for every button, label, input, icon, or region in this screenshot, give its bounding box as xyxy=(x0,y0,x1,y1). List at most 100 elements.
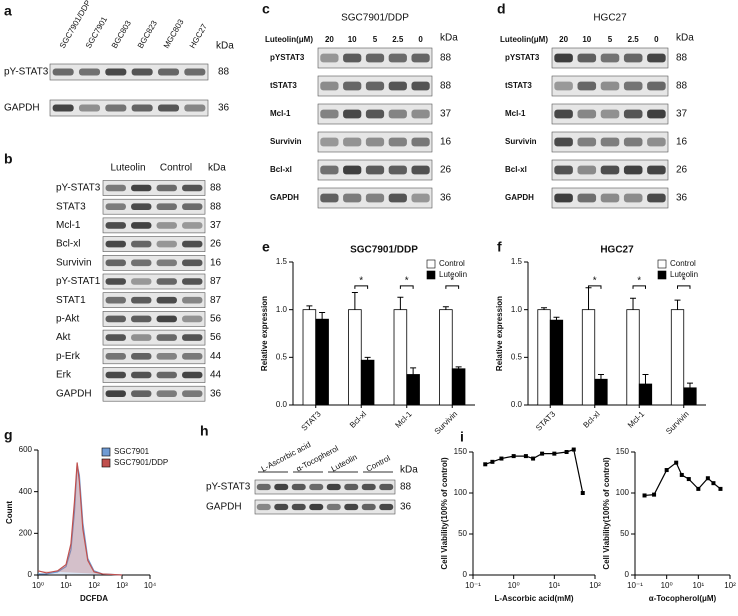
panel-letter: h xyxy=(200,423,209,439)
kda-value: 88 xyxy=(676,53,688,64)
x-tick-label: STAT3 xyxy=(300,409,324,433)
blot-band xyxy=(554,81,573,91)
kda-value: 44 xyxy=(210,351,222,362)
blot-row-label: GAPDH xyxy=(4,103,40,114)
blot-band xyxy=(156,390,177,397)
y-tick-label: 0.0 xyxy=(276,400,288,409)
blot-band xyxy=(131,203,152,210)
blot-band xyxy=(365,165,385,175)
blot-band xyxy=(411,165,430,175)
error-bar xyxy=(553,316,560,321)
bar xyxy=(302,309,317,406)
legend-swatch xyxy=(657,259,667,269)
dose-value: 20 xyxy=(325,35,334,44)
blot-row-label: pY-STAT3 xyxy=(206,482,251,493)
blot-band xyxy=(156,315,177,323)
y-tick-label: 50 xyxy=(620,529,629,538)
blot-row-label: Survivin xyxy=(270,137,302,146)
y-axis-label: Relative expression xyxy=(495,296,504,371)
blot-band xyxy=(131,353,152,360)
blot-band xyxy=(182,203,203,210)
blot-band xyxy=(647,53,666,63)
marker xyxy=(531,456,536,461)
kda-value: 36 xyxy=(218,103,230,114)
blot-band xyxy=(131,296,152,304)
blot-band xyxy=(320,193,339,203)
error-bar xyxy=(642,373,649,385)
group-label: Luteolin xyxy=(330,453,359,474)
blot-band xyxy=(105,68,127,76)
y-tick-label: 100 xyxy=(454,488,468,497)
blot-row-label: Bcl-xl xyxy=(56,239,80,250)
blot-band xyxy=(78,104,101,112)
blot-band xyxy=(105,240,126,248)
significance-mark: * xyxy=(682,275,686,286)
y-axis-label: Cell Viability(100% of control) xyxy=(440,457,449,570)
bar xyxy=(348,309,362,406)
blot-row-label: Mcl-1 xyxy=(270,109,291,118)
legend-swatch xyxy=(101,447,111,457)
panel-letter: i xyxy=(460,429,464,445)
significance-bracket xyxy=(445,285,460,289)
blot-band xyxy=(320,53,339,63)
blot-strip xyxy=(102,329,206,346)
blot-strip xyxy=(102,217,206,234)
marker xyxy=(718,486,723,491)
blot-row-label: GAPDH xyxy=(206,502,242,513)
marker xyxy=(571,447,576,452)
error-bar xyxy=(630,297,637,310)
bar xyxy=(537,309,551,406)
legend-label: Control xyxy=(670,259,696,268)
blot-band xyxy=(365,81,385,91)
blot-band xyxy=(256,503,271,511)
error-bar xyxy=(351,292,358,310)
blot-band xyxy=(365,137,385,147)
blot-band xyxy=(182,334,203,341)
legend-label: SGC7901 xyxy=(114,447,150,456)
blot-band xyxy=(131,315,152,323)
dose-value: 5 xyxy=(608,35,613,44)
blot-band xyxy=(182,371,203,379)
blot-band xyxy=(105,203,126,210)
bar xyxy=(315,318,329,406)
kda-value: 16 xyxy=(676,137,688,148)
blot-band xyxy=(131,259,152,267)
x-tick-label: 10⁰ xyxy=(32,581,44,590)
significance-bracket xyxy=(588,285,602,289)
kda-value: 16 xyxy=(210,257,222,268)
blot-band xyxy=(600,109,620,119)
blot-band xyxy=(131,390,152,397)
blot-band xyxy=(554,137,573,147)
x-axis-label: α-Tocopherol(μM) xyxy=(649,594,717,603)
kda-value: 37 xyxy=(210,220,222,231)
bar xyxy=(360,359,375,406)
dose-value: 0 xyxy=(418,35,423,44)
blot-band xyxy=(388,137,407,147)
blot-band xyxy=(105,259,126,267)
panel-letter: b xyxy=(4,151,13,167)
lane-label: BGC803 xyxy=(110,19,133,51)
marker xyxy=(580,491,585,495)
error-bar xyxy=(597,373,604,380)
y-tick-label: 150 xyxy=(454,447,468,456)
lane-label: MGC803 xyxy=(162,17,186,50)
blot-band xyxy=(623,137,643,147)
blot-band xyxy=(411,109,430,119)
blot-band xyxy=(365,53,385,63)
kda-header: kDa xyxy=(440,33,458,44)
blot-row-label: STAT3 xyxy=(56,201,86,212)
error-bar xyxy=(397,296,404,310)
blot-band xyxy=(105,390,126,397)
x-tick-label: Mcl-1 xyxy=(626,409,647,430)
blot-band xyxy=(343,109,362,119)
kda-value: 37 xyxy=(676,109,688,120)
blot-band xyxy=(577,137,597,147)
blot-row-label: GAPDH xyxy=(270,193,299,202)
blot-band xyxy=(131,371,152,379)
blot-row-label: pY-STAT3 xyxy=(4,67,49,78)
blot-band xyxy=(361,503,376,511)
legend-label: Control xyxy=(439,259,465,268)
blot-strip xyxy=(102,311,206,327)
